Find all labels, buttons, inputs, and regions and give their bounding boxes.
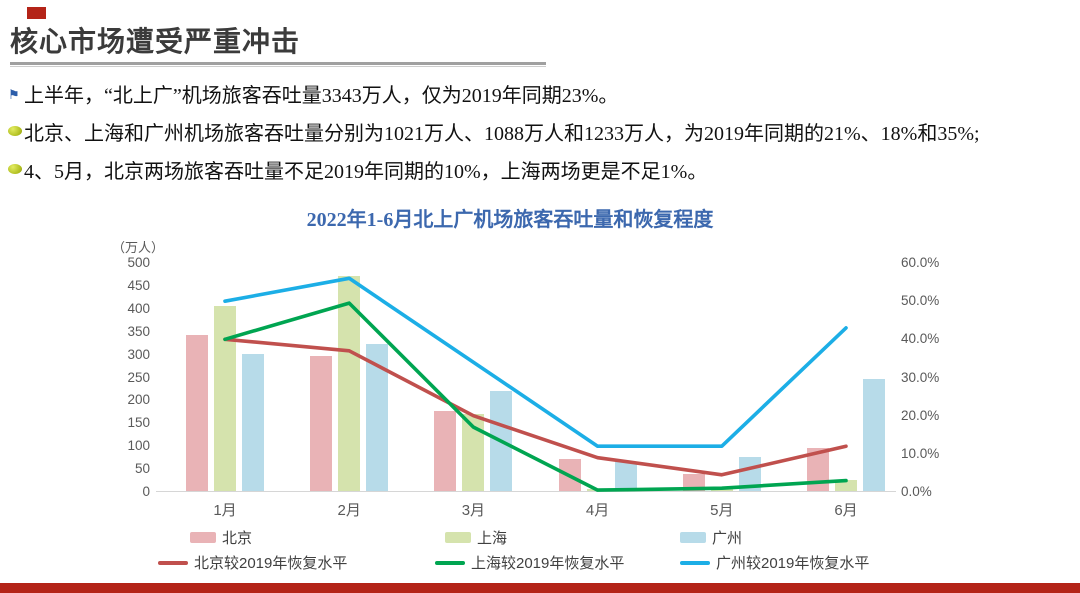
bottom-accent-bar [0, 583, 1080, 593]
bar-北京-6月 [807, 447, 829, 491]
x-axis-label-3月: 3月 [461, 502, 486, 519]
line-layer [223, 276, 848, 492]
line-北京较2019年恢复水平 [223, 337, 848, 477]
bar-北京-5月 [682, 473, 705, 491]
page-title: 核心市场遭受严重冲击 [10, 26, 301, 57]
legend-line-swatch [158, 560, 188, 565]
y-axis-right-tick: 40.0% [901, 331, 940, 347]
bar-北京-1月 [186, 335, 208, 491]
bullet-text: 上半年，“北上广”机场旅客吞吐量3343万人，仅为2019年同期23%。 [24, 85, 619, 107]
legend-line-上海较2019年恢复水平: 上海较2019年恢复水平 [435, 552, 624, 573]
x-axis-label-5月: 5月 [710, 502, 734, 519]
corner-accent-mark [27, 7, 46, 19]
legend-swatch [680, 532, 706, 543]
legend-label: 广州 [712, 530, 743, 547]
y-axis-left-tick: 50 [134, 461, 150, 477]
flag-icon: ⚑ [8, 87, 20, 102]
y-axis-right-tick: 10.0% [901, 445, 940, 461]
bullet-item: 4、5月，北京两场旅客吞吐量不足2019年同期的10%，上海两场更是不足1%。 [8, 160, 1074, 185]
bar-广州-1月 [242, 353, 264, 491]
line-广州较2019年恢复水平 [223, 276, 848, 448]
bar-上海-3月 [462, 414, 485, 491]
y-axis-left-tick: 350 [127, 323, 150, 339]
legend-line-广州较2019年恢复水平: 广州较2019年恢复水平 [680, 552, 869, 573]
legend-label: 上海较2019年恢复水平 [471, 555, 625, 572]
chart-plot-area [156, 263, 896, 492]
bar-上海-2月 [338, 275, 361, 491]
bar-广州-2月 [366, 343, 389, 491]
y-axis-left-tick: 400 [127, 300, 150, 316]
x-axis-line [156, 491, 896, 492]
bar-北京-3月 [434, 410, 457, 491]
bullet-text: 4、5月，北京两场旅客吞吐量不足2019年同期的10%，上海两场更是不足1%。 [24, 161, 708, 183]
y-axis-left-tick: 500 [127, 255, 150, 270]
bar-北京-2月 [310, 355, 333, 491]
x-axis-label-6月: 6月 [834, 502, 858, 519]
bar-广州-4月 [614, 462, 637, 491]
dot-icon [8, 126, 22, 136]
legend-line-swatch [680, 560, 710, 565]
legend-swatch [445, 532, 471, 543]
legend-bar-广州: 广州 [680, 527, 742, 548]
y-axis-left-tick: 300 [127, 346, 150, 362]
y-axis-right-tick: 50.0% [901, 293, 940, 309]
legend-line-swatch [435, 560, 465, 565]
chart-title: 2022年1-6月北上广机场旅客吞吐量和恢复程度 [306, 209, 714, 231]
y-axis-left-tick: 150 [127, 415, 150, 431]
bullet-item: ⚑ 上半年，“北上广”机场旅客吞吐量3343万人，仅为2019年同期23%。 [8, 84, 1074, 109]
y-axis-left-tick: 100 [127, 438, 150, 454]
legend-bar-上海: 上海 [445, 527, 507, 548]
legend-label: 广州较2019年恢复水平 [716, 555, 870, 572]
legend-swatch [190, 532, 216, 543]
title-divider [10, 62, 546, 67]
bar-上海-1月 [214, 305, 236, 491]
x-axis-label-2月: 2月 [337, 502, 361, 519]
bullet-item: 北京、上海和广州机场旅客吞吐量分别为1021万人、1088万人和1233万人，为… [8, 122, 1074, 147]
line-上海较2019年恢复水平 [223, 301, 848, 492]
dot-icon [8, 164, 22, 174]
y-axis-right-tick: 20.0% [901, 407, 940, 423]
y-axis-left-tick: 200 [127, 392, 150, 408]
legend-line-北京较2019年恢复水平: 北京较2019年恢复水平 [158, 552, 347, 573]
x-axis-label-4月: 4月 [585, 502, 610, 519]
legend-bar-北京: 北京 [190, 527, 252, 548]
y-axis-left-tick: 0 [142, 484, 150, 499]
y-axis-left-tick: 250 [127, 369, 150, 385]
y-axis-left-tick: 450 [127, 277, 150, 293]
legend-label: 北京 [222, 530, 253, 547]
x-axis-label-1月: 1月 [213, 502, 237, 519]
legend-label: 北京较2019年恢复水平 [194, 555, 348, 572]
bar-广州-6月 [863, 378, 885, 491]
left-axis-unit-label: （万人） [112, 240, 165, 255]
legend-label: 上海 [477, 530, 508, 547]
bullet-list: ⚑ 上半年，“北上广”机场旅客吞吐量3343万人，仅为2019年同期23%。北京、… [8, 84, 1074, 198]
y-axis-right-tick: 60.0% [901, 255, 940, 270]
bar-上海-6月 [835, 479, 857, 491]
y-axis-right-tick: 30.0% [901, 369, 940, 385]
y-axis-right-tick: 0.0% [901, 484, 932, 499]
bullet-text: 北京、上海和广州机场旅客吞吐量分别为1021万人、1088万人和1233万人，为… [24, 123, 980, 145]
